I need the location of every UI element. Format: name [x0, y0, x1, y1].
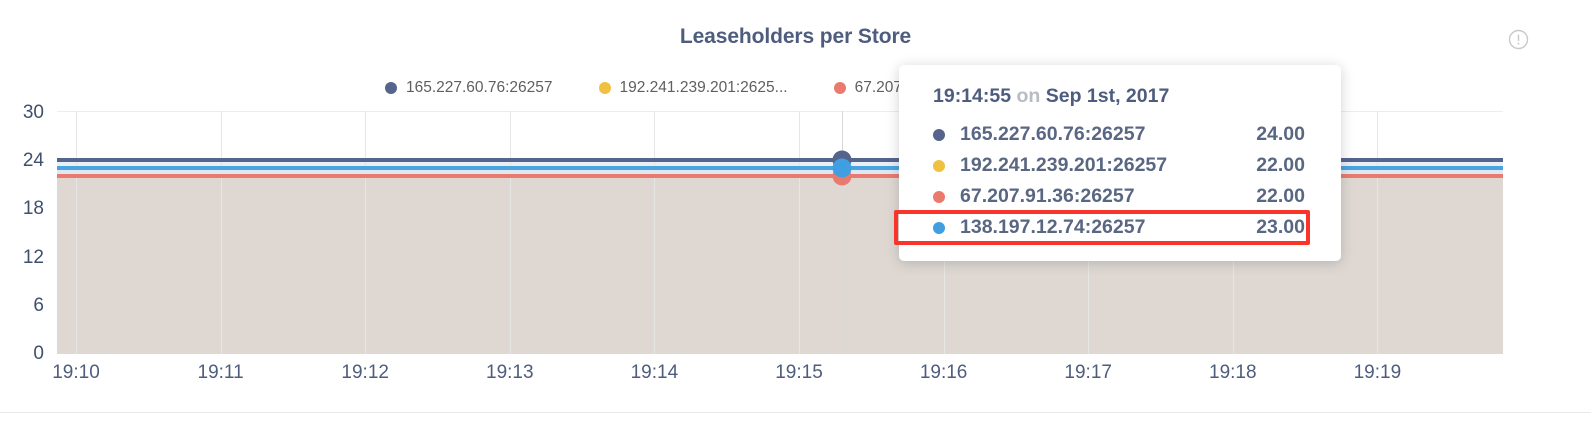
x-tick-label-4: 19:14 — [630, 362, 679, 383]
series-line-67-207-91-36 — [57, 174, 1503, 179]
page-title: Leaseholders per Store — [679, 25, 912, 48]
chart-tooltip: 19:14:55 on Sep 1st, 2017 165.227.60.76:… — [894, 65, 1341, 261]
legend-label: 165.227.60.76:26257 — [405, 79, 553, 96]
hover-point-138-197-12-74[interactable] — [832, 158, 852, 178]
y-tick-label-24: 24 — [22, 150, 44, 171]
x-tick-label-6: 19:16 — [919, 362, 968, 383]
hover-crosshair — [842, 111, 843, 354]
gridline-vertical — [76, 111, 77, 354]
series-line-138-197-12-74 — [57, 166, 1503, 171]
x-tick-label-8: 19:18 — [1209, 362, 1257, 383]
tooltip-date: Sep 1st, 2017 — [1045, 85, 1170, 107]
series-name: 138.197.12.74:26257 — [960, 216, 1146, 238]
gridline-vertical — [365, 111, 367, 354]
gridline-horizontal — [57, 111, 1503, 112]
gridline-vertical — [654, 111, 656, 354]
y-axis: 30 24 18 12 6 0 — [0, 0, 44, 428]
tooltip-time: 19:14:55 — [933, 85, 1012, 107]
series-value: 24.00 — [1256, 123, 1305, 145]
legend-label: 192.241.239.201:2625... — [619, 79, 788, 96]
exclamation-circle-icon[interactable] — [1508, 29, 1529, 50]
x-tick-label-3: 19:13 — [486, 362, 534, 383]
series-color-dot — [933, 159, 945, 172]
x-tick-label-7: 19:17 — [1064, 362, 1112, 383]
series-color-dot — [933, 221, 945, 234]
series-name: 67.207.91.36:26257 — [960, 185, 1135, 207]
series-value: 23.00 — [1256, 216, 1305, 238]
legend-item-0[interactable]: 165.227.60.76:26257 — [384, 79, 553, 97]
y-tick-label-18: 18 — [22, 198, 44, 219]
gridline-vertical — [799, 111, 800, 354]
series-value: 22.00 — [1256, 185, 1305, 207]
series-name: 165.227.60.76:26257 — [960, 123, 1146, 145]
legend-color-dot — [384, 82, 397, 94]
panel-divider — [0, 412, 1591, 413]
y-tick-label-6: 6 — [33, 295, 44, 316]
tooltip-on-word: on — [1016, 85, 1041, 107]
y-tick-label-30: 30 — [22, 102, 44, 123]
area-fill-upper — [57, 159, 1503, 170]
series-color-dot — [933, 128, 945, 141]
y-tick-label-0: 0 — [33, 343, 44, 364]
gridline-vertical — [1377, 111, 1379, 354]
tooltip-row-138-197-12-74: 138.197.12.74:26257 23.00 — [894, 210, 1341, 245]
x-tick-label-0: 19:10 — [52, 362, 100, 383]
series-name: 192.241.239.201:26257 — [960, 154, 1168, 176]
x-tick-label-5: 19:15 — [775, 362, 823, 383]
gridline-vertical — [509, 111, 511, 354]
tooltip-row-165-227-60-76: 165.227.60.76:26257 24.00 — [899, 119, 1341, 150]
gridline-vertical — [220, 111, 222, 354]
area-fill-blue — [57, 167, 1503, 178]
legend-color-dot — [598, 82, 611, 94]
tooltip-row-192-241-239-201: 192.241.239.201:26257 22.00 — [899, 150, 1341, 181]
x-tick-label-9: 19:19 — [1353, 362, 1402, 383]
series-color-dot — [933, 190, 945, 203]
tooltip-row-67-207-91-36: 67.207.91.36:26257 22.00 — [899, 181, 1341, 212]
legend-color-dot — [833, 82, 846, 94]
series-value: 22.00 — [1256, 154, 1305, 176]
y-tick-label-12: 12 — [22, 247, 44, 268]
x-tick-label-1: 19:11 — [197, 362, 244, 383]
legend-item-1[interactable]: 192.241.239.201:2625... — [598, 79, 788, 97]
tooltip-timestamp: 19:14:55 on Sep 1st, 2017 — [899, 85, 1341, 119]
x-tick-label-2: 19:12 — [341, 362, 389, 383]
series-line-165-227-60-76 — [57, 158, 1503, 163]
